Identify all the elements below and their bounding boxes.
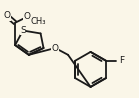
Text: O: O bbox=[52, 44, 59, 53]
Text: CH₃: CH₃ bbox=[31, 17, 46, 26]
Text: O: O bbox=[4, 11, 11, 20]
Text: S: S bbox=[20, 26, 26, 35]
Text: O: O bbox=[23, 12, 30, 21]
Text: F: F bbox=[120, 56, 125, 65]
